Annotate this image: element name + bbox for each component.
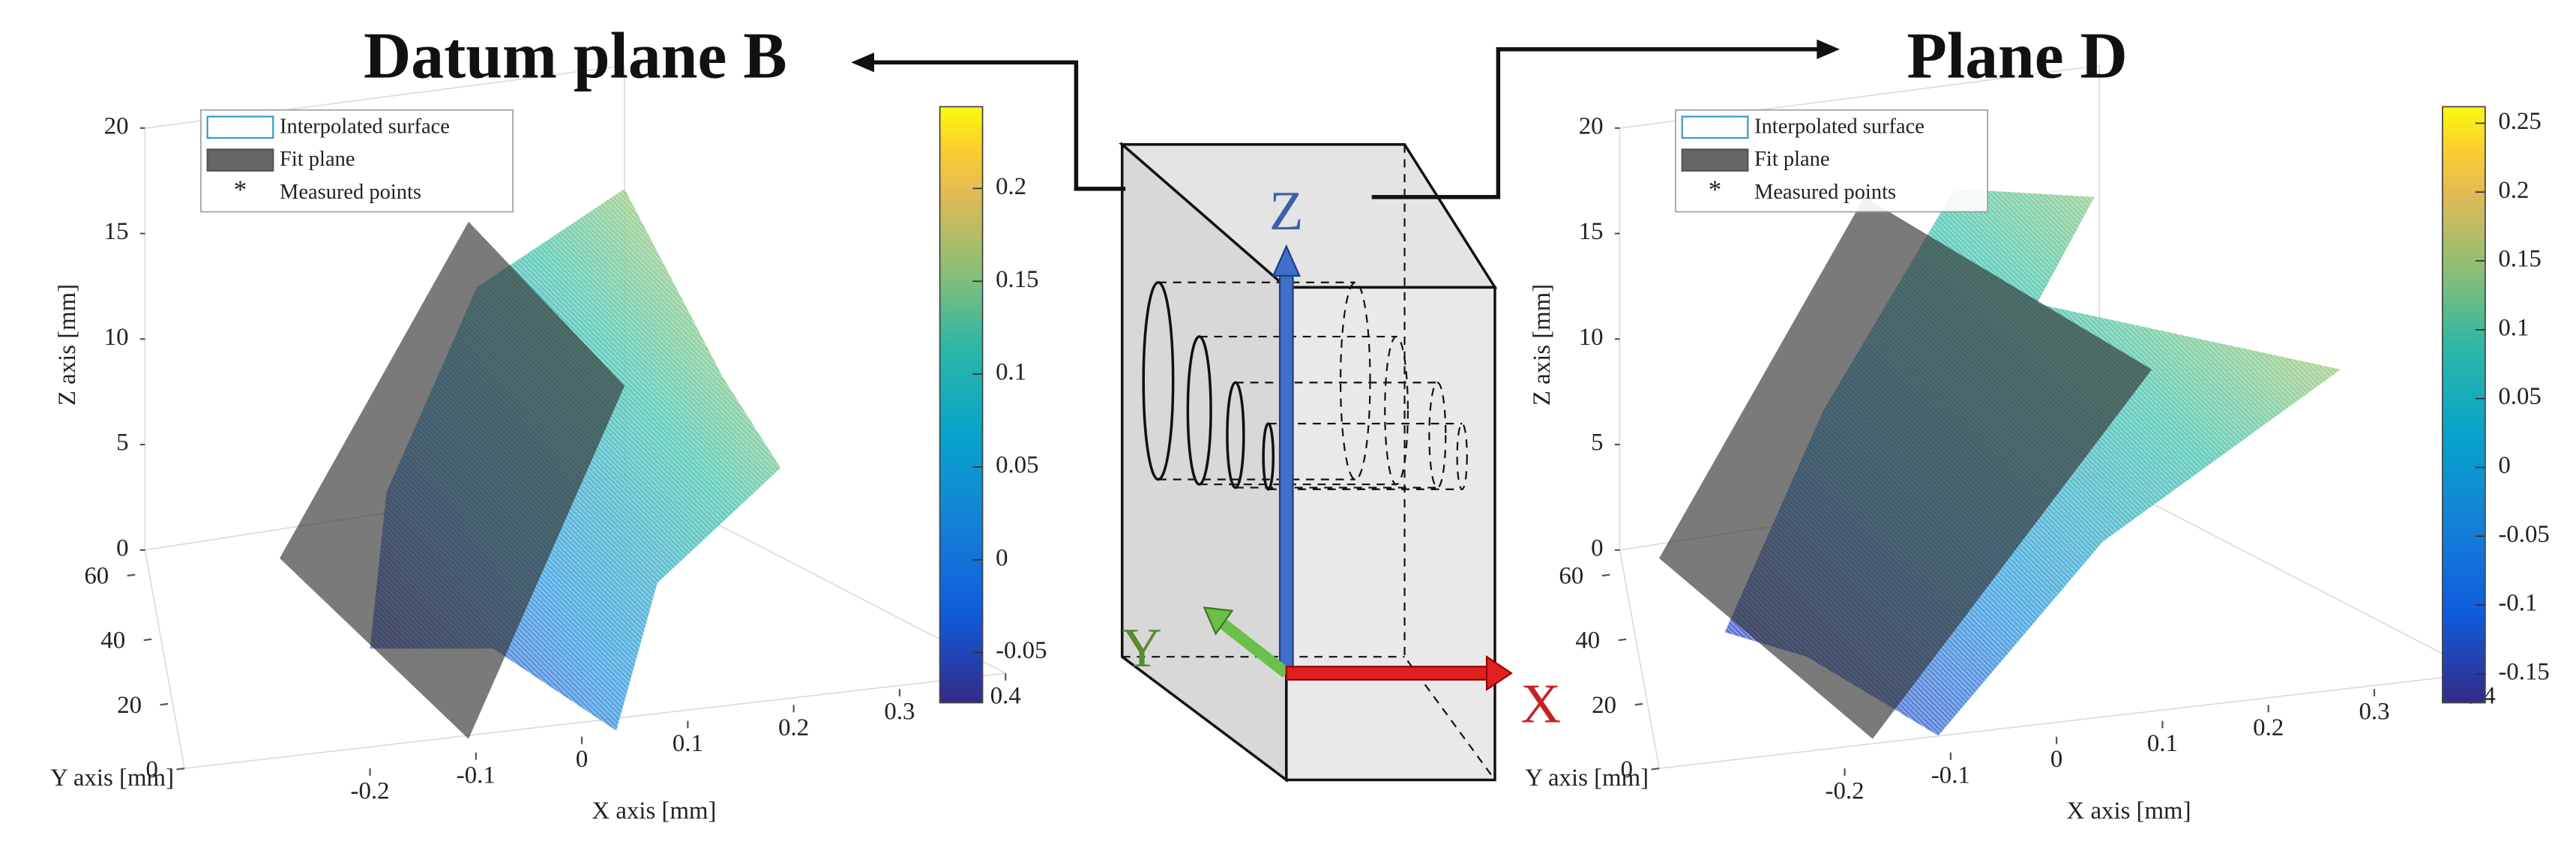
chart-title: Plane D bbox=[1907, 19, 2127, 91]
tick-label: 5 bbox=[1591, 430, 1603, 456]
legend-swatch bbox=[1681, 148, 1749, 172]
colorbar-tick-label: 0.1 bbox=[996, 359, 1026, 386]
tick-mark bbox=[1651, 768, 1660, 771]
plot-right-art bbox=[1619, 64, 2481, 770]
tick-label: 5 bbox=[116, 430, 128, 456]
legend-label: Interpolated surface bbox=[1754, 115, 1925, 138]
tick-label: 0 bbox=[116, 534, 128, 561]
arrow-head bbox=[1817, 39, 1840, 59]
colorbar-tick-label: 0 bbox=[996, 544, 1008, 571]
axis-letter: X bbox=[1520, 673, 1561, 735]
axis-label: Y axis [mm] bbox=[1525, 765, 1649, 792]
tick-label: 0.3 bbox=[2359, 699, 2389, 726]
tick-label: 0.2 bbox=[2253, 714, 2284, 741]
tick-mark bbox=[127, 573, 136, 577]
tick-mark bbox=[1601, 573, 1610, 577]
tick-label: 20 bbox=[104, 112, 129, 139]
colorbar-tick-label: -0.15 bbox=[2498, 658, 2549, 685]
tick-label: -0.1 bbox=[457, 762, 496, 789]
colorbar-tick-label: -0.05 bbox=[996, 637, 1047, 664]
tick-label: 0 bbox=[576, 746, 588, 773]
colorbar-tick-label: -0.05 bbox=[2498, 521, 2549, 548]
tick-mark bbox=[1634, 702, 1643, 706]
tick-mark bbox=[1618, 638, 1627, 642]
tick-label: -0.2 bbox=[1826, 778, 1865, 805]
tick-label: -0.2 bbox=[351, 778, 390, 805]
tick-label: 0 bbox=[1621, 756, 1633, 783]
colorbar-tick-label: -0.1 bbox=[2498, 590, 2537, 617]
block-diagram bbox=[1119, 141, 1513, 783]
legend-label: Fit plane bbox=[280, 148, 355, 171]
tick-label: 60 bbox=[1559, 563, 1583, 590]
colorbar-tick-label: 0.2 bbox=[2498, 177, 2529, 204]
tick-label: 0.1 bbox=[2147, 730, 2178, 757]
axis-label: Z axis [mm] bbox=[54, 284, 81, 406]
legend-marker: * bbox=[1709, 175, 1722, 204]
colorbar-tick-label: 0.15 bbox=[996, 266, 1038, 293]
tick-mark bbox=[176, 768, 185, 771]
legend-label: Measured points bbox=[280, 181, 421, 204]
colorbar-tick-label: 0.05 bbox=[2498, 383, 2541, 410]
colorbar bbox=[2442, 106, 2486, 704]
tick-label: 60 bbox=[84, 563, 109, 590]
legend-label: Interpolated surface bbox=[280, 115, 450, 138]
arrow-head bbox=[851, 52, 874, 73]
colorbar-tick-label: 0 bbox=[2498, 452, 2510, 479]
chart-title: Datum plane B bbox=[364, 19, 787, 91]
legend-marker: * bbox=[234, 175, 247, 204]
tick-label: 15 bbox=[104, 218, 129, 245]
tick-label: 0.2 bbox=[778, 714, 809, 741]
tick-label: 10 bbox=[1579, 324, 1604, 351]
tick-label: 10 bbox=[104, 324, 129, 351]
tick-label: 40 bbox=[1575, 627, 1600, 654]
tick-label: 15 bbox=[1579, 218, 1604, 245]
axis-label: X axis [mm] bbox=[2067, 798, 2191, 825]
colorbar-tick-label: 0.2 bbox=[996, 173, 1026, 200]
plot-left-art bbox=[144, 64, 1006, 770]
tick-label: 0 bbox=[146, 756, 158, 783]
tick-label: 20 bbox=[1579, 112, 1604, 139]
axis-label: Y axis [mm] bbox=[50, 765, 174, 792]
axis-letter: Z bbox=[1269, 181, 1304, 242]
axis-label: X axis [mm] bbox=[592, 798, 716, 825]
tick-label: 0 bbox=[2050, 746, 2062, 773]
tick-label: 0.1 bbox=[672, 730, 703, 757]
legend-swatch bbox=[206, 148, 274, 172]
tick-label: 40 bbox=[100, 627, 125, 654]
axis-letter: Y bbox=[1122, 618, 1162, 679]
tick-mark bbox=[143, 638, 152, 642]
legend-label: Measured points bbox=[1754, 181, 1896, 204]
colorbar-tick-label: 0.05 bbox=[996, 451, 1038, 478]
connector-arrows bbox=[867, 46, 1820, 199]
tick-mark bbox=[160, 702, 169, 706]
colorbar-tick-label: 0.15 bbox=[2498, 246, 2541, 273]
colorbar-tick-label: 0.1 bbox=[2498, 314, 2529, 341]
tick-label: 0.4 bbox=[990, 682, 1021, 709]
axis-label: Z axis [mm] bbox=[1529, 284, 1556, 406]
colorbar bbox=[939, 106, 984, 704]
tick-label: -0.1 bbox=[1931, 762, 1970, 789]
tick-label: 0 bbox=[1591, 534, 1603, 561]
tick-label: 0.3 bbox=[884, 699, 915, 726]
legend-swatch bbox=[206, 115, 274, 139]
legend-swatch bbox=[1681, 115, 1749, 139]
tick-label: 20 bbox=[1592, 692, 1616, 719]
colorbar-tick-label: 0.25 bbox=[2498, 108, 2541, 135]
legend-label: Fit plane bbox=[1754, 148, 1829, 171]
tick-label: 20 bbox=[117, 692, 142, 719]
